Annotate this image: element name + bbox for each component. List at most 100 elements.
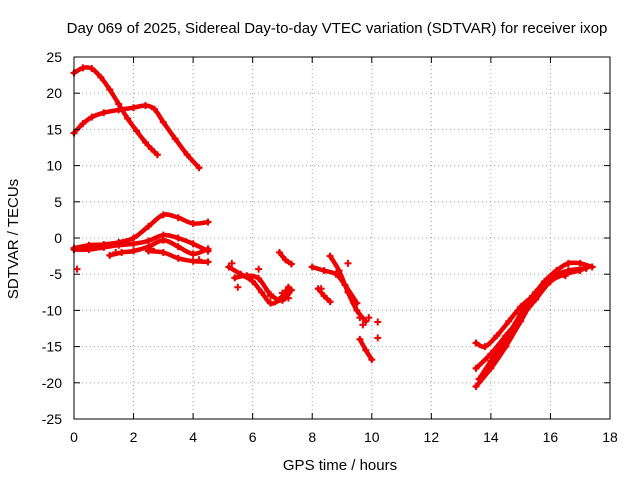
series-track-b xyxy=(70,102,203,172)
data-point xyxy=(106,86,114,94)
data-point xyxy=(359,321,367,329)
data-point xyxy=(353,306,361,314)
data-point xyxy=(502,335,510,343)
y-tick-label: 20 xyxy=(46,85,62,101)
data-point xyxy=(189,220,197,228)
data-point xyxy=(147,145,155,153)
series-track-e xyxy=(106,236,212,259)
y-tick-label: 15 xyxy=(46,121,62,137)
data-point xyxy=(88,65,96,73)
data-point xyxy=(174,234,182,242)
data-point xyxy=(362,346,370,354)
x-tick-label: 8 xyxy=(308,429,316,445)
data-point xyxy=(141,102,149,110)
series-line xyxy=(71,212,211,251)
chart-title: Day 069 of 2025, Sidereal Day-to-day VTE… xyxy=(67,20,608,37)
data-point xyxy=(308,263,316,271)
series-track-o xyxy=(472,267,584,372)
data-point xyxy=(275,248,283,256)
data-point xyxy=(493,332,501,340)
data-point xyxy=(189,240,197,248)
data-point xyxy=(258,288,266,296)
data-point xyxy=(150,105,158,113)
data-point xyxy=(255,275,263,283)
data-point xyxy=(159,248,167,256)
data-point xyxy=(130,104,138,112)
series-track-f xyxy=(144,247,212,266)
grid xyxy=(74,57,610,419)
data-point xyxy=(317,285,325,293)
data-point xyxy=(112,248,120,256)
data-point xyxy=(472,339,480,347)
data-point xyxy=(576,259,584,267)
data-point xyxy=(278,296,286,304)
data-point xyxy=(374,334,382,342)
data-point xyxy=(115,241,123,249)
y-tick-label: -20 xyxy=(42,375,62,391)
data-point xyxy=(368,356,376,364)
y-tick-label: 0 xyxy=(54,230,62,246)
y-tick-label: 25 xyxy=(46,49,62,65)
data-point xyxy=(320,267,328,275)
y-tick-label: -5 xyxy=(50,266,63,282)
data-point xyxy=(344,288,352,296)
x-tick-label: 14 xyxy=(483,429,499,445)
data-point xyxy=(174,243,182,251)
data-point xyxy=(320,292,328,300)
data-point xyxy=(130,240,138,248)
data-point xyxy=(79,120,87,128)
data-point xyxy=(133,127,141,135)
data-point xyxy=(100,109,108,117)
data-point xyxy=(475,375,483,383)
data-point xyxy=(79,64,87,72)
data-point xyxy=(100,243,108,251)
x-axis-label: GPS time / hours xyxy=(283,457,397,474)
data-point xyxy=(564,267,572,275)
data-point xyxy=(287,260,295,268)
data-point xyxy=(564,259,572,267)
y-tick-label: 10 xyxy=(46,158,62,174)
data-point xyxy=(281,256,289,264)
data-point xyxy=(546,274,554,282)
data-point xyxy=(255,265,263,273)
data-point xyxy=(73,265,81,273)
series-line xyxy=(473,273,568,389)
y-axis-label: SDTVAR / TECUs xyxy=(5,179,22,299)
data-point xyxy=(365,314,373,322)
x-tick-label: 0 xyxy=(70,429,78,445)
data-point xyxy=(195,164,203,172)
data-point xyxy=(267,292,275,300)
data-point xyxy=(532,288,540,296)
data-point xyxy=(144,222,152,230)
x-tick-label: 12 xyxy=(424,429,440,445)
series-line xyxy=(71,232,211,254)
data-point xyxy=(153,151,161,159)
data-point xyxy=(124,115,132,123)
x-tick-label: 18 xyxy=(602,429,618,445)
data-point xyxy=(472,364,480,372)
data-point xyxy=(582,264,590,272)
data-point xyxy=(231,274,239,282)
data-point xyxy=(505,317,513,325)
y-tick-label: -10 xyxy=(42,302,62,318)
data-point xyxy=(141,138,149,146)
data-point xyxy=(174,214,182,222)
x-tick-label: 2 xyxy=(130,429,138,445)
data-point xyxy=(335,267,343,275)
data-point xyxy=(106,251,114,259)
data-point xyxy=(118,248,126,256)
data-point xyxy=(287,286,295,294)
x-tick-label: 4 xyxy=(189,429,197,445)
series-track-d xyxy=(70,231,212,255)
data-point xyxy=(374,318,382,326)
axis-ticks: 0 2 4 6 8 10 12 14 16 18 25 20 15 10 5 0 -5 -10 -15 -20 -25 xyxy=(42,49,618,445)
data-point xyxy=(97,73,105,81)
series-track-i xyxy=(275,248,295,268)
data-point xyxy=(350,299,358,307)
data-point xyxy=(472,382,480,390)
data-point xyxy=(249,277,257,285)
data-point xyxy=(204,245,212,253)
data-point xyxy=(487,357,495,365)
data-point xyxy=(243,272,251,280)
